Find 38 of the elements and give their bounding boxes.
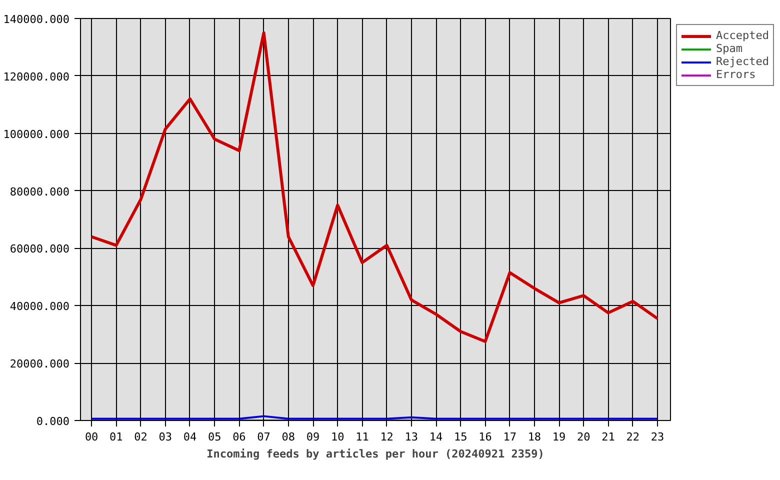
x-tick-label: 13: [404, 430, 418, 444]
y-tick-label: 0.000: [36, 415, 70, 428]
x-tick-label: 12: [380, 430, 394, 444]
x-tick-label: 11: [356, 430, 369, 444]
line-series: [90, 31, 659, 344]
y-tick-label: 60000.000: [10, 242, 70, 256]
legend-label: Errors: [716, 68, 756, 81]
legend-label: Spam: [716, 42, 742, 55]
x-tick-label: 00: [84, 430, 98, 444]
x-tick-label: 01: [110, 430, 123, 444]
legend-label: Accepted: [716, 29, 769, 42]
x-tick-label: 21: [602, 430, 615, 444]
x-tick-label: 20: [577, 430, 590, 444]
x-tick-label: 10: [330, 430, 344, 444]
x-tick-label: 19: [552, 430, 566, 444]
x-tick-label: 05: [208, 430, 222, 444]
x-axis-title: Incoming feeds by articles per hour (20240921 2359): [206, 448, 544, 460]
x-tick-label: 04: [183, 430, 197, 444]
x-tick-label: 15: [454, 430, 468, 444]
y-tick-label: 20000.000: [10, 358, 70, 371]
x-tick-label: 16: [478, 430, 492, 444]
x-tick-label: 14: [429, 430, 444, 444]
x-tick-label: 06: [232, 430, 246, 444]
x-tick-label: 23: [650, 430, 664, 444]
x-tick-label: 08: [282, 430, 296, 444]
legend-label: Rejected: [716, 55, 769, 68]
x-tick-label: 07: [257, 430, 270, 444]
x-tick-label: 02: [134, 430, 148, 444]
y-tick-label: 40000.000: [10, 300, 70, 314]
y-tick-label: 80000.000: [10, 185, 70, 198]
x-tick-label: 22: [626, 430, 640, 444]
x-tick-label: 03: [158, 430, 172, 444]
y-tick-label: 140000.000: [3, 13, 70, 26]
x-tick-label: 09: [306, 430, 320, 444]
x-tick-label: 17: [503, 430, 516, 444]
y-tick-label: 120000.000: [3, 70, 70, 84]
x-tick-label: 18: [528, 430, 542, 444]
y-tick-label: 100000.000: [3, 128, 70, 141]
